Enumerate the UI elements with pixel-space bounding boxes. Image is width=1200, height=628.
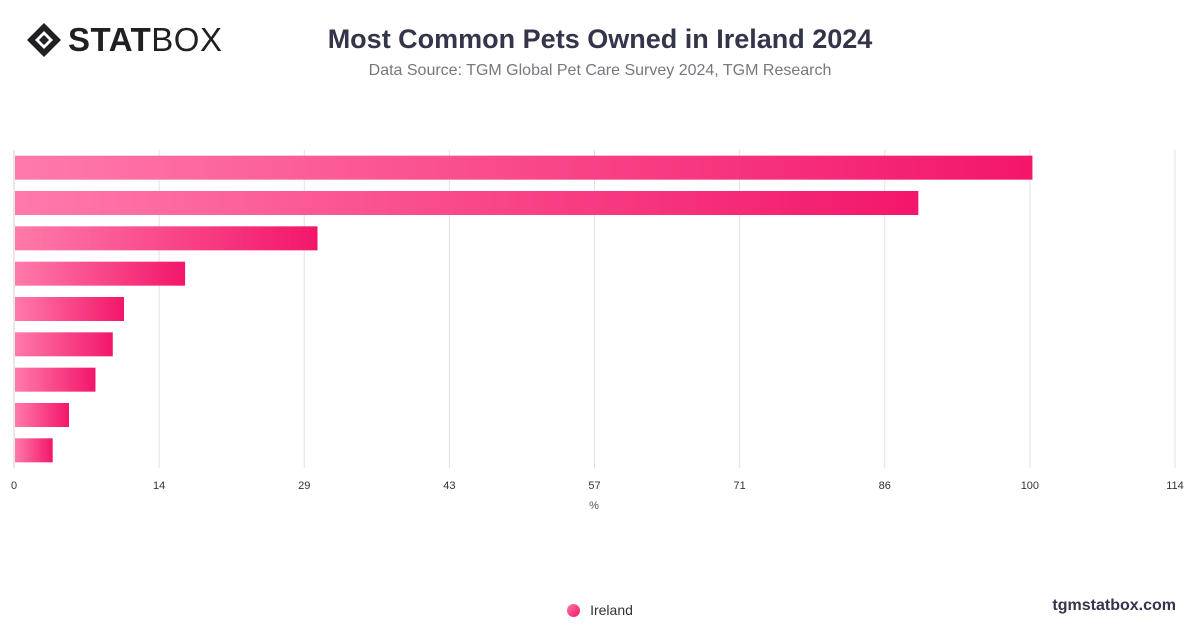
diamond-logo-icon <box>27 23 61 57</box>
bar-6[interactable] <box>15 332 113 357</box>
logo-light: BOX <box>151 21 223 58</box>
bar-3[interactable] <box>15 226 318 251</box>
legend[interactable]: Ireland <box>0 602 1200 618</box>
x-tick-label: 43 <box>443 480 455 492</box>
x-tick-label: 14 <box>153 480 165 492</box>
bar-8[interactable] <box>15 403 69 427</box>
legend-marker <box>567 603 581 617</box>
site-url: tgmstatbox.com <box>1052 597 1176 614</box>
x-tick-label: 114 <box>1166 480 1184 492</box>
bar-7[interactable] <box>15 367 96 392</box>
x-tick-label: 100 <box>1021 480 1039 492</box>
x-tick-label: 71 <box>734 480 746 492</box>
bar-9[interactable] <box>15 438 53 463</box>
logo-strong: STAT <box>68 21 152 58</box>
bar-chart: 0 14 29 43 57 71 86 100 114 % <box>11 150 1184 512</box>
bar-4[interactable] <box>15 261 186 286</box>
logo-wordmark: STATBOX <box>68 22 222 58</box>
bar-1[interactable] <box>15 155 1033 180</box>
bar-2[interactable] <box>15 191 919 215</box>
chart-subtitle: Data Source: TGM Global Pet Care Survey … <box>368 62 832 79</box>
chart-title: Most Common Pets Owned in Ireland 2024 <box>327 24 873 54</box>
legend-label-ireland: Ireland <box>590 602 633 618</box>
x-tick-label: 86 <box>879 480 891 492</box>
x-axis-label: % <box>589 500 599 512</box>
bar-5[interactable] <box>15 297 124 321</box>
x-tick-label: 0 <box>11 480 17 492</box>
x-tick-label: 57 <box>588 480 600 492</box>
x-tick-label: 29 <box>298 480 310 492</box>
statbox-logo: STATBOX <box>26 22 222 58</box>
